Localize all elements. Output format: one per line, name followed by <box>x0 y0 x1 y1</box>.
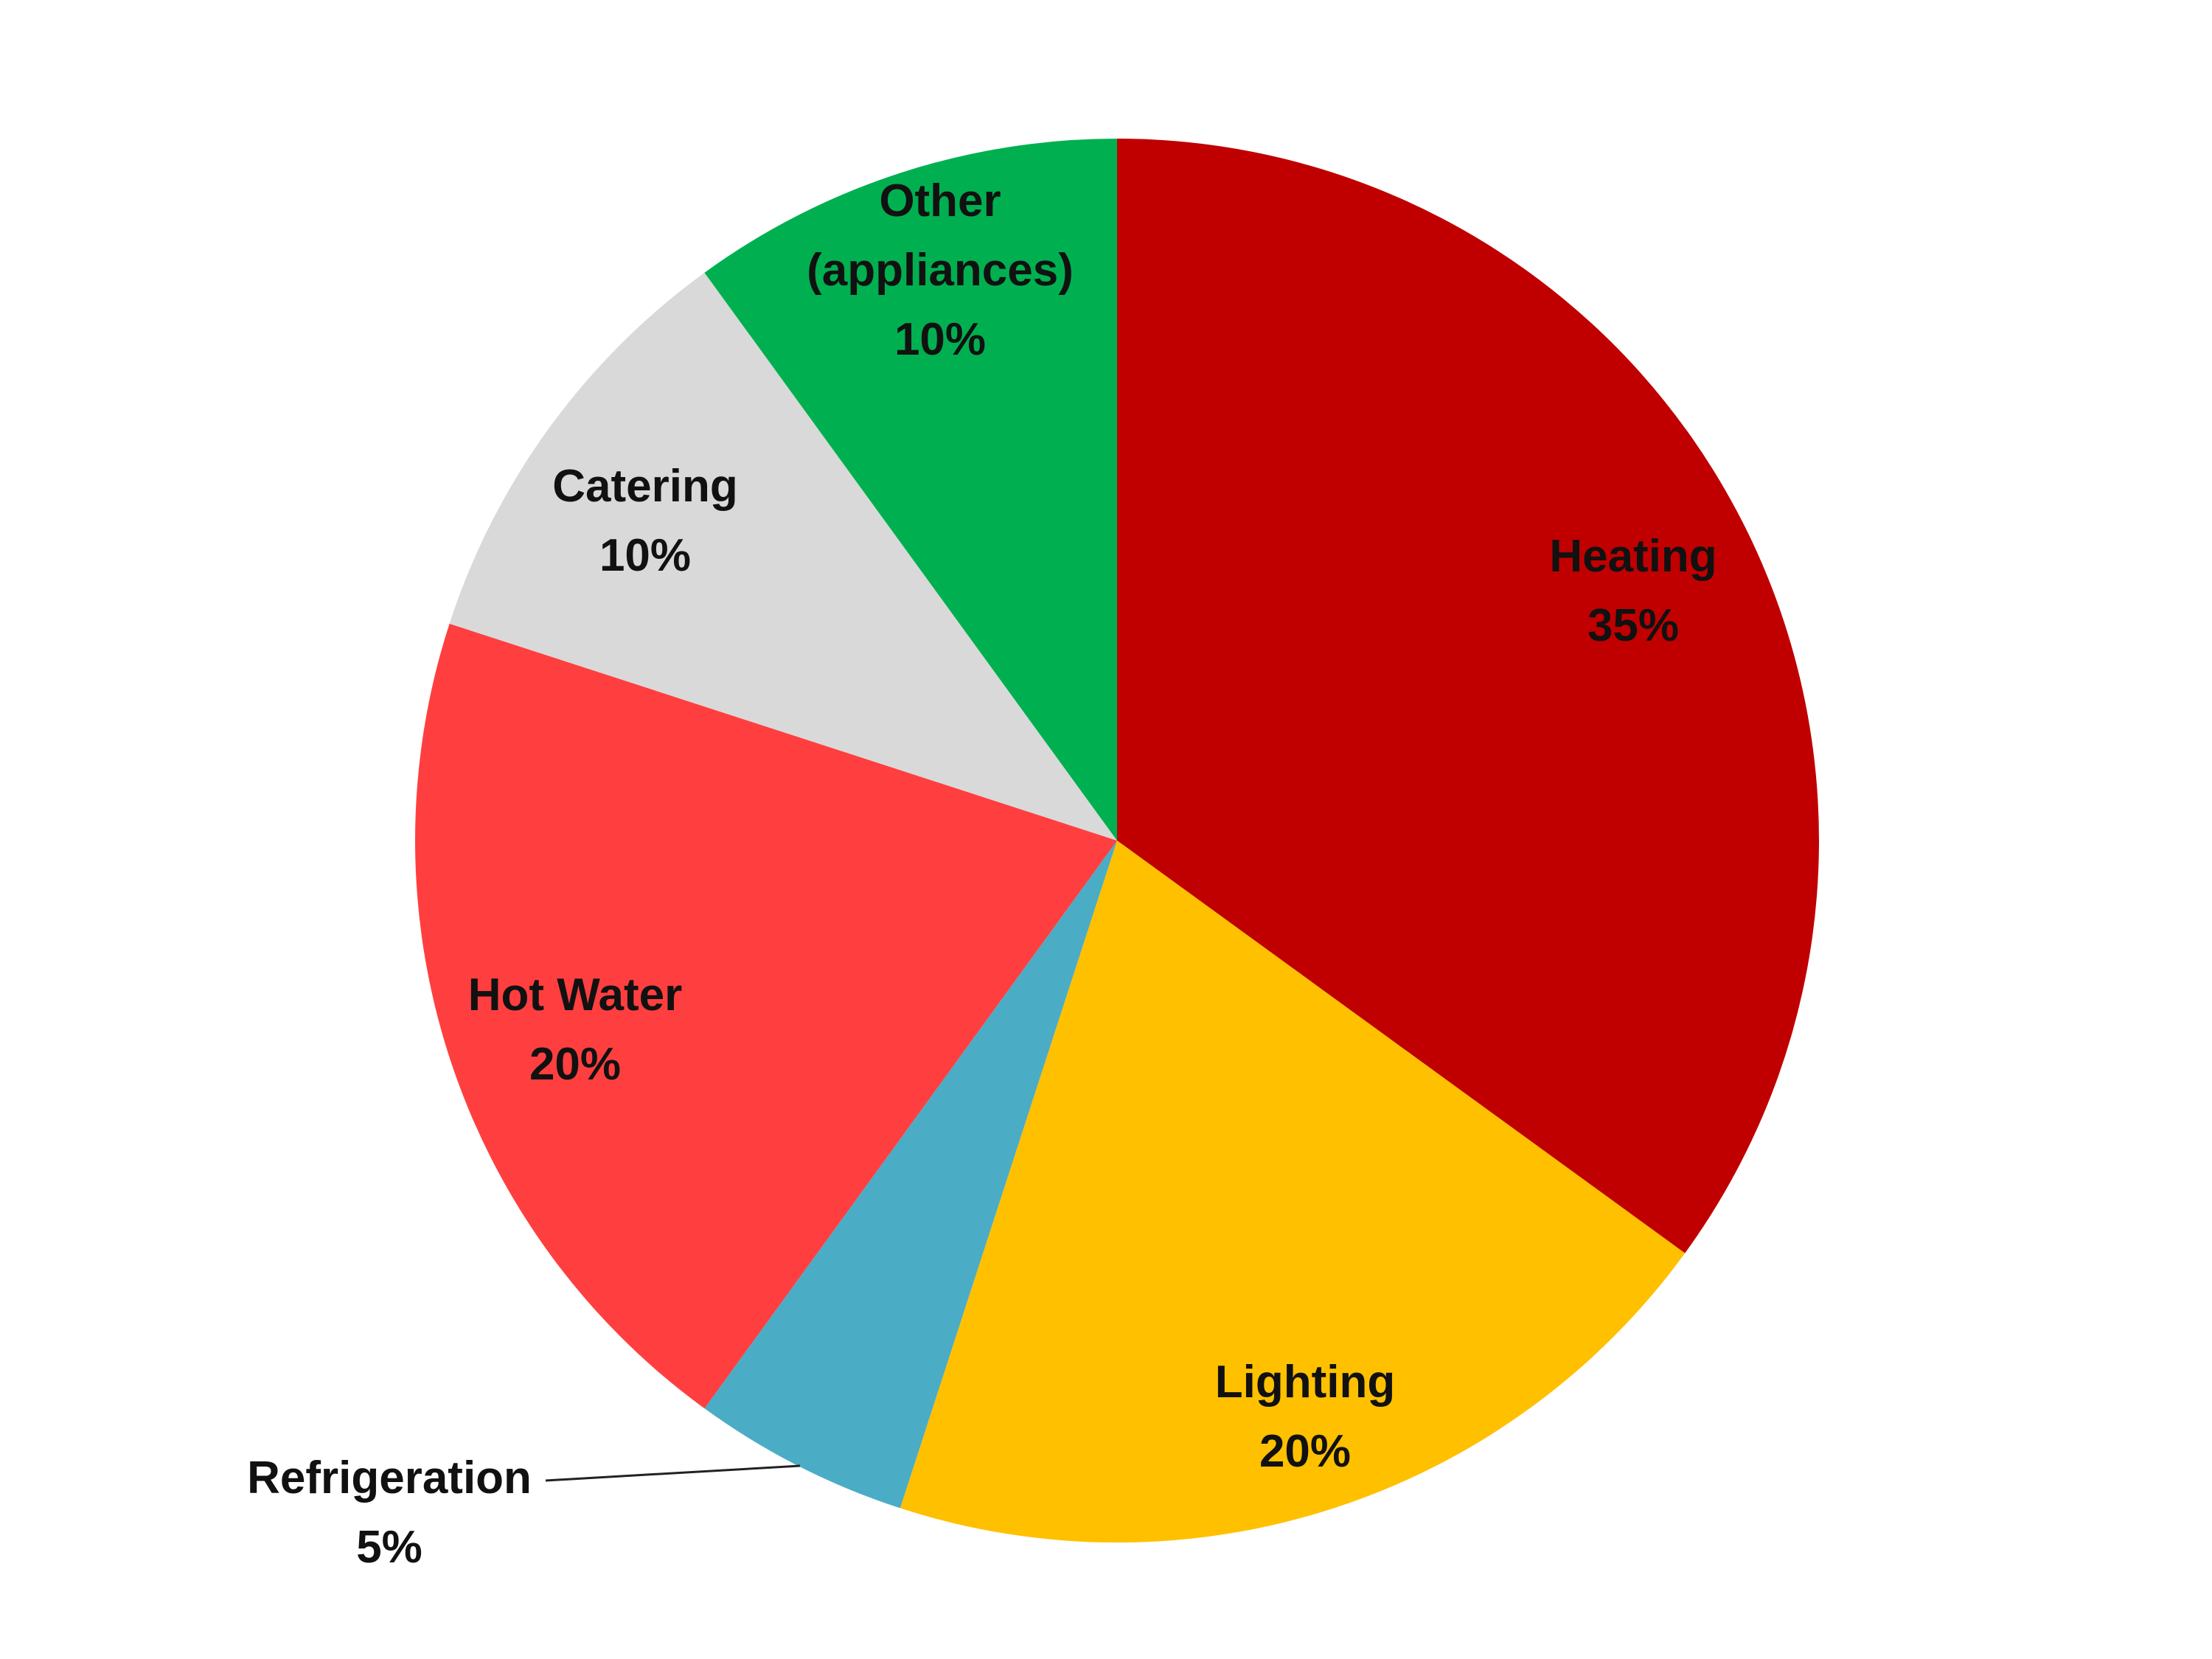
data-label-catering-line-2: 10% <box>599 530 691 581</box>
data-label-hot-water-line-1: Hot Water <box>468 970 682 1020</box>
data-label-lighting-line-1: Lighting <box>1215 1357 1395 1408</box>
data-labels: Heating 35% Lighting 20% Refrigeration 5% Hot … <box>247 175 1717 1573</box>
pie-slice-lighting <box>900 841 1686 1543</box>
pie-slices <box>414 139 1819 1543</box>
data-label-heating-line-2: 35% <box>1587 600 1679 651</box>
leader-line-refrigeration <box>545 1464 801 1482</box>
data-label-other-appliances-line-2: (appliances) <box>807 245 1074 296</box>
data-label-catering: Catering 10% <box>552 461 737 581</box>
data-label-other-appliances-line-3: 10% <box>894 314 986 365</box>
data-label-lighting-line-2: 20% <box>1259 1426 1351 1477</box>
data-label-refrigeration: Refrigeration 5% <box>247 1453 532 1573</box>
data-label-hot-water-line-2: 20% <box>529 1039 621 1090</box>
data-label-hot-water: Hot Water 20% <box>468 970 682 1090</box>
data-label-other-appliances-line-1: Other <box>879 175 1001 226</box>
data-label-lighting: Lighting 20% <box>1215 1357 1395 1477</box>
pie-slice-other-appliances <box>704 139 1117 841</box>
data-label-refrigeration-line-2: 5% <box>356 1522 422 1573</box>
data-label-other-appliances: Other (appliances) 10% <box>807 175 1074 365</box>
pie-slice-hot-water <box>414 623 1117 1409</box>
pie-slice-heating <box>1117 139 1819 1253</box>
data-label-catering-line-1: Catering <box>552 461 737 512</box>
pie-slice-refrigeration <box>704 841 1117 1509</box>
data-label-heating-line-1: Heating <box>1549 531 1717 582</box>
data-label-refrigeration-line-1: Refrigeration <box>247 1453 532 1503</box>
data-label-heating: Heating 35% <box>1549 531 1717 651</box>
pie-slice-catering <box>449 272 1117 841</box>
leader-lines <box>545 1464 801 1482</box>
